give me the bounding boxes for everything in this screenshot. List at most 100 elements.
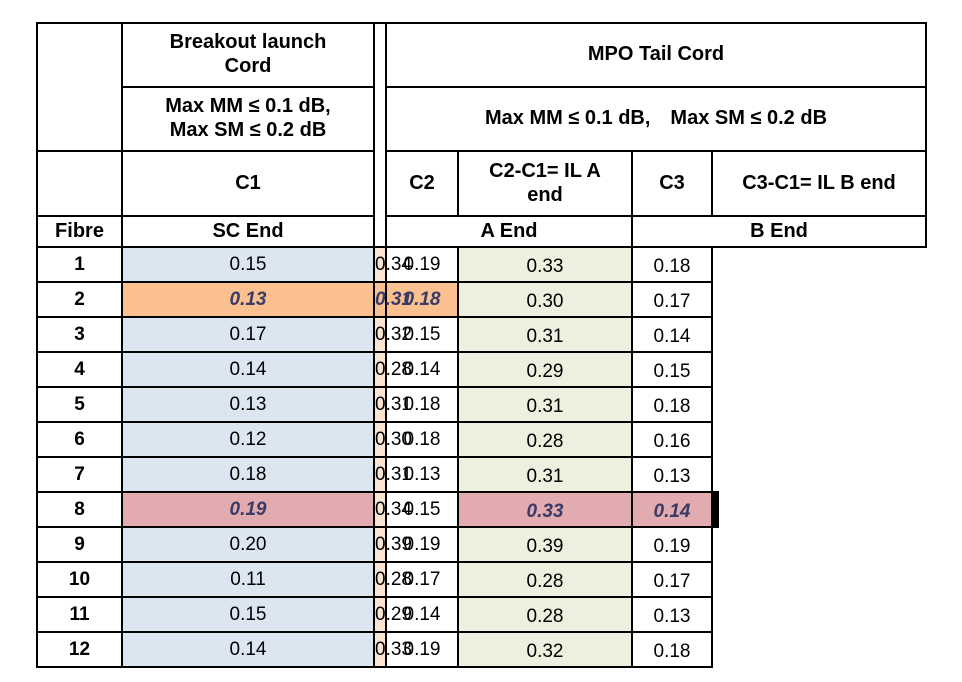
table-row: 90.200.390.190.390.19: [36, 526, 926, 563]
c2-value-cell: 0.28: [373, 561, 412, 598]
c3c1-value-cell: 0.13: [631, 456, 713, 493]
fibre-number-cell: 4: [36, 351, 123, 388]
a-end-header: A End: [385, 215, 633, 248]
column-header-c1: C1: [121, 150, 375, 217]
table-row: 110.150.290.140.280.13: [36, 596, 926, 633]
mpo-limit-cell: Max MM ≤ 0.1 dB, Max SM ≤ 0.2 dB: [385, 86, 927, 152]
fibre-number-cell: 12: [36, 631, 123, 668]
table-row: 120.140.330.190.320.18: [36, 631, 926, 668]
c3c1-value-cell: 0.19: [631, 526, 713, 563]
c2-value-cell: 0.29: [373, 596, 412, 633]
table-row: 60.120.300.180.280.16: [36, 421, 926, 458]
c2c1-value-cell: 0.18: [385, 386, 459, 423]
c3-value-cell: 0.31: [457, 316, 633, 353]
c3c1-value-cell: 0.17: [631, 281, 713, 318]
limits-row: Max MM ≤ 0.1 dB, Max SM ≤ 0.2 dB Max MM …: [37, 86, 927, 152]
blank-corner-cell: [36, 22, 123, 152]
c1-value-cell: 0.15: [121, 596, 375, 633]
c1-value-cell: 0.17: [121, 316, 375, 353]
c1-value-cell: 0.18: [121, 456, 375, 493]
column-header-c3: C3: [631, 150, 713, 217]
c3-value-cell: 0.28: [457, 596, 633, 633]
c2c1-value-cell: 0.19: [385, 246, 459, 283]
table-row: 70.180.310.130.310.13: [36, 456, 926, 493]
table-row: 10.150.340.190.330.18: [36, 246, 926, 283]
fibre-number-cell: 10: [36, 561, 123, 598]
table-row: 30.170.320.150.310.14: [36, 316, 926, 353]
c1-value-cell: 0.19: [121, 491, 375, 528]
c2-value-cell: 0.31: [373, 386, 412, 423]
c3-value-cell: 0.31: [457, 456, 633, 493]
insertion-loss-table: Breakout launch Cord MPO Tail Cord Max M…: [36, 22, 927, 668]
mpo-tail-cord-header: MPO Tail Cord: [385, 22, 927, 88]
c2c1-value-cell: 0.18: [385, 281, 459, 318]
column-header-c2-minus-c1: C2-C1= IL A end: [457, 150, 633, 217]
column-header-c2: C2: [385, 150, 459, 217]
c2c1-value-cell: 0.14: [385, 596, 459, 633]
c3-value-cell: 0.39: [457, 526, 633, 563]
c2-value-cell: 0.34: [373, 491, 412, 528]
row-end-marker: [713, 491, 719, 528]
c3c1-value-cell: 0.13: [631, 596, 713, 633]
c3c1-value-cell: 0.15: [631, 351, 713, 388]
c2c1-value-cell: 0.13: [385, 456, 459, 493]
c3c1-value-cell: 0.14: [631, 316, 713, 353]
c1-value-cell: 0.15: [121, 246, 375, 283]
c2-value-cell: 0.33: [373, 631, 412, 668]
c2-value-cell: 0.31: [373, 456, 412, 493]
table-row: 50.130.310.180.310.18: [36, 386, 926, 423]
table-row: 100.110.280.170.280.17: [36, 561, 926, 598]
c1-value-cell: 0.11: [121, 561, 375, 598]
c3-value-cell: 0.28: [457, 421, 633, 458]
fibre-number-cell: 8: [36, 491, 123, 528]
c3c1-value-cell: 0.17: [631, 561, 713, 598]
c2c1-value-cell: 0.14: [385, 351, 459, 388]
c3-value-cell: 0.31: [457, 386, 633, 423]
c1-value-cell: 0.12: [121, 421, 375, 458]
c1-value-cell: 0.13: [121, 281, 375, 318]
c2c1-value-cell: 0.15: [385, 491, 459, 528]
c2c1-value-cell: 0.15: [385, 316, 459, 353]
fibre-number-cell: 11: [36, 596, 123, 633]
fibre-number-cell: 2: [36, 281, 123, 318]
fibre-number-cell: 6: [36, 421, 123, 458]
data-rows: 10.150.340.190.330.1820.130.310.180.300.…: [36, 246, 926, 668]
c2c1-value-cell: 0.19: [385, 526, 459, 563]
column-header-c3-minus-c1: C3-C1= IL B end: [711, 150, 927, 217]
c3c1-value-cell: 0.18: [631, 386, 713, 423]
b-end-header: B End: [631, 215, 927, 248]
blank-cell: [36, 150, 123, 217]
c2-value-cell: 0.28: [373, 351, 412, 388]
fibre-number-cell: 3: [36, 316, 123, 353]
table-row: 80.190.340.150.330.14: [36, 491, 926, 528]
c1-value-cell: 0.20: [121, 526, 375, 563]
c3c1-value-cell: 0.18: [631, 631, 713, 668]
fibre-number-cell: 7: [36, 456, 123, 493]
fibre-number-cell: 1: [36, 246, 123, 283]
c2-value-cell: 0.34: [373, 246, 412, 283]
c2c1-value-cell: 0.18: [385, 421, 459, 458]
column-header-row: C1 C2 C2-C1= IL A end C3 C3-C1= IL B end: [36, 150, 927, 217]
fibre-number-cell: 5: [36, 386, 123, 423]
breakout-limit-cell: Max MM ≤ 0.1 dB, Max SM ≤ 0.2 dB: [121, 86, 375, 152]
c2-value-cell: 0.39: [373, 526, 412, 563]
c3-value-cell: 0.32: [457, 631, 633, 668]
fibre-number-cell: 9: [36, 526, 123, 563]
section-divider: [373, 22, 387, 248]
c3-value-cell: 0.33: [457, 491, 633, 528]
c1-value-cell: 0.14: [121, 631, 375, 668]
c3-value-cell: 0.29: [457, 351, 633, 388]
group-header-row: Breakout launch Cord MPO Tail Cord: [36, 22, 927, 248]
c1-value-cell: 0.13: [121, 386, 375, 423]
breakout-launch-cord-header: Breakout launch Cord: [121, 22, 375, 88]
c2-value-cell: 0.31: [373, 281, 412, 318]
c3-value-cell: 0.30: [457, 281, 633, 318]
end-label-row: Fibre SC End A End B End: [36, 215, 927, 248]
c1-value-cell: 0.14: [121, 351, 375, 388]
c3c1-value-cell: 0.16: [631, 421, 713, 458]
table-row: 40.140.280.140.290.15: [36, 351, 926, 388]
table-row: 20.130.310.180.300.17: [36, 281, 926, 318]
c2-value-cell: 0.30: [373, 421, 412, 458]
fibre-header: Fibre: [36, 215, 123, 248]
c3c1-value-cell: 0.14: [631, 491, 719, 528]
